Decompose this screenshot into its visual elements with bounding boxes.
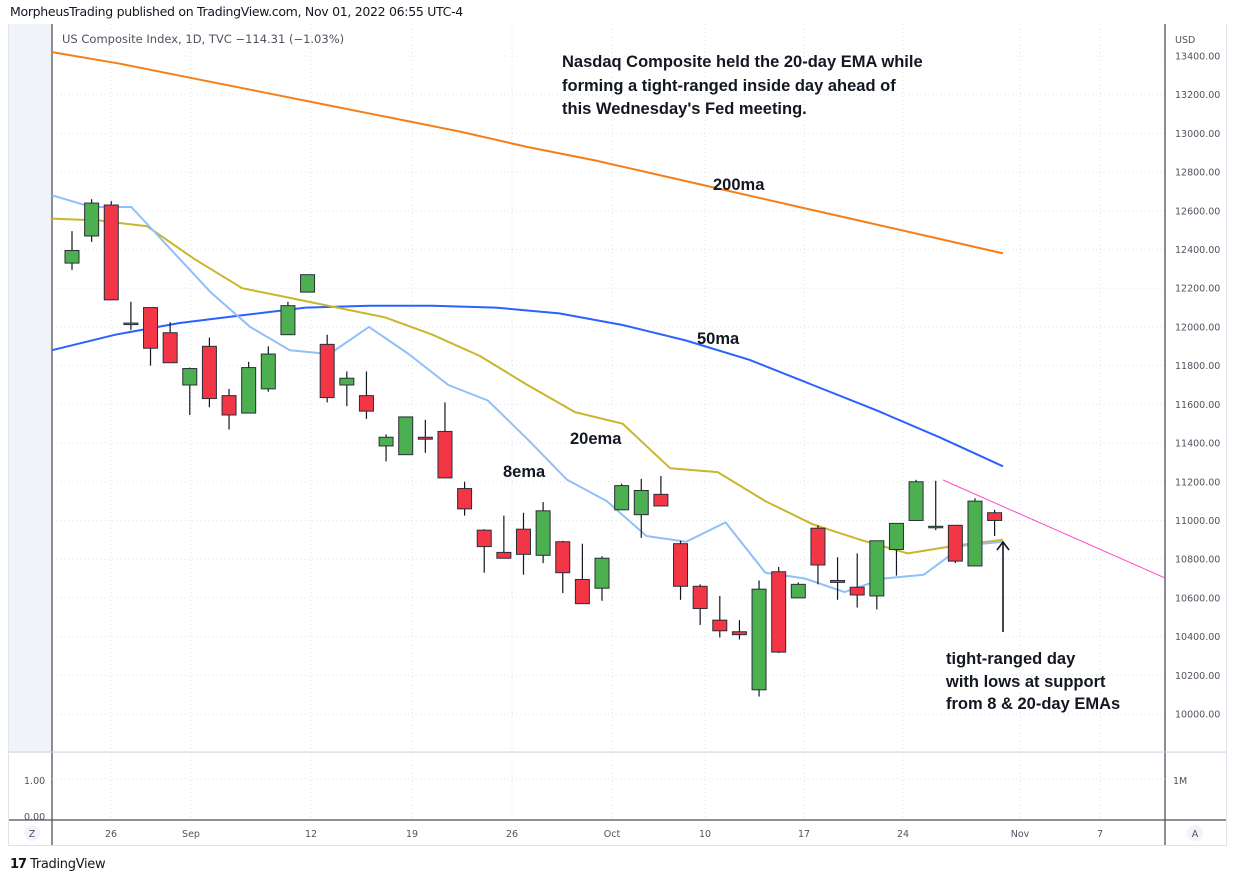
svg-text:17: 17: [798, 829, 810, 840]
svg-text:26: 26: [506, 829, 518, 840]
tradingview-logo-icon: 17: [10, 857, 27, 872]
svg-text:24: 24: [897, 829, 909, 840]
svg-text:11200.00: 11200.00: [1175, 477, 1220, 488]
price-pane[interactable]: [52, 24, 1165, 752]
svg-text:Oct: Oct: [604, 829, 621, 840]
svg-text:11400.00: 11400.00: [1175, 439, 1220, 450]
tradingview-logo-text: TradingView: [30, 857, 106, 872]
svg-text:Z: Z: [29, 829, 36, 840]
volume-right-label: 1M: [1173, 776, 1187, 787]
svg-text:12400.00: 12400.00: [1175, 245, 1220, 256]
volume-left-axis: [9, 753, 51, 819]
svg-text:10600.00: 10600.00: [1175, 593, 1220, 604]
svg-text:26: 26: [105, 829, 117, 840]
svg-text:13400.00: 13400.00: [1175, 52, 1220, 63]
volume-tick-1: 1.00: [24, 776, 45, 787]
svg-text:12800.00: 12800.00: [1175, 168, 1220, 179]
currency-label: USD: [1175, 35, 1195, 46]
label-8ema: 8ema: [503, 463, 546, 481]
headline-line-3: this Wednesday's Fed meeting.: [562, 100, 807, 118]
svg-text:10200.00: 10200.00: [1175, 671, 1220, 682]
svg-text:10400.00: 10400.00: [1175, 632, 1220, 643]
svg-text:13000.00: 13000.00: [1175, 129, 1220, 140]
svg-text:12600.00: 12600.00: [1175, 206, 1220, 217]
svg-text:11000.00: 11000.00: [1175, 516, 1220, 527]
resistance-trendline[interactable]: [942, 479, 1166, 579]
label-200ma: 200ma: [713, 176, 765, 194]
moving-averages: [51, 51, 1004, 594]
svg-text:10: 10: [699, 829, 711, 840]
note-line-2: with lows at support: [945, 673, 1106, 691]
volume-pane[interactable]: [52, 753, 1165, 819]
tradingview-logo[interactable]: 17 TradingView: [10, 857, 106, 872]
time-axis[interactable]: [9, 820, 1226, 845]
svg-text:7: 7: [1097, 829, 1103, 840]
publish-line: MorpheusTrading published on TradingView…: [10, 4, 463, 19]
label-20ema: 20ema: [570, 430, 622, 448]
note-line-1: tight-ranged day: [946, 650, 1076, 668]
volume-right-axis: [1166, 753, 1226, 819]
volume-tick-0: 0.00: [24, 812, 45, 823]
price-axis[interactable]: [1166, 24, 1226, 752]
svg-text:11600.00: 11600.00: [1175, 400, 1220, 411]
svg-text:12: 12: [305, 829, 317, 840]
svg-text:Sep: Sep: [182, 829, 200, 840]
headline-line-2: forming a tight-ranged inside day ahead …: [562, 77, 896, 95]
svg-text:12200.00: 12200.00: [1175, 284, 1220, 295]
time-axis-labels: 26 Sep 12 19 26 Oct 10 17 24 Nov 7: [105, 829, 1103, 840]
svg-text:A: A: [1192, 829, 1199, 840]
svg-text:13200.00: 13200.00: [1175, 90, 1220, 101]
svg-text:10800.00: 10800.00: [1175, 555, 1220, 566]
svg-text:10000.00: 10000.00: [1175, 710, 1220, 721]
auto-scale-z-button[interactable]: Z: [24, 825, 40, 841]
label-50ma: 50ma: [697, 330, 740, 348]
svg-text:Nov: Nov: [1011, 829, 1030, 840]
symbol-legend[interactable]: US Composite Index, 1D, TVC −114.31 (−1.…: [62, 32, 344, 46]
candlesticks: [64, 199, 1003, 697]
price-axis-ticks: 13400.00 13200.00 13000.00 12800.00 12600.00…: [1175, 52, 1220, 721]
svg-text:12000.00: 12000.00: [1175, 322, 1220, 333]
note-line-3: from 8 & 20-day EMAs: [946, 695, 1120, 713]
auto-scale-a-button[interactable]: A: [1187, 825, 1203, 841]
support-arrow-icon: [996, 540, 1010, 632]
grid-lines: [52, 24, 1165, 819]
svg-text:11800.00: 11800.00: [1175, 361, 1220, 372]
svg-text:19: 19: [406, 829, 418, 840]
headline-line-1: Nasdaq Composite held the 20-day EMA whi…: [562, 53, 923, 71]
